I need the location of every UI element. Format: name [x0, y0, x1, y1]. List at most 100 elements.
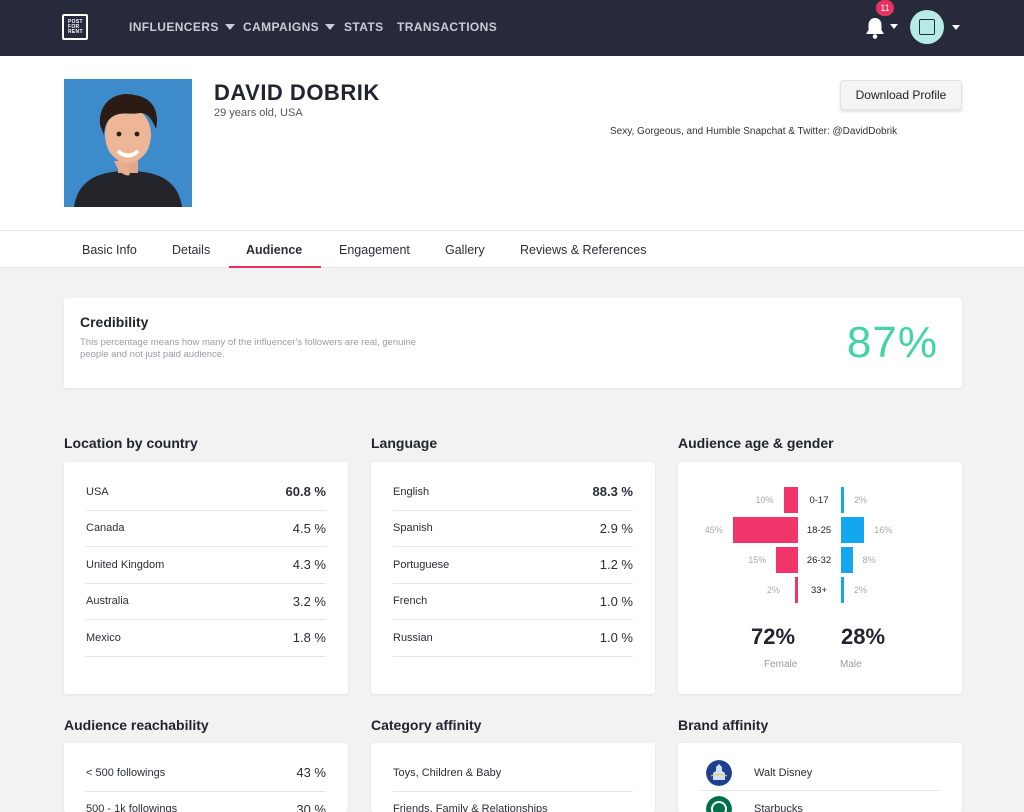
nav-campaigns[interactable]: CAMPAIGNS	[243, 20, 336, 34]
female-label: Female	[764, 659, 798, 670]
age-gender-section-title: Audience age & gender	[678, 435, 834, 451]
language-label: English	[393, 485, 430, 498]
female-bar	[783, 487, 798, 513]
brand-list: Walt Disney Starbucks	[700, 755, 940, 812]
chevron-down-icon	[890, 24, 898, 29]
category-card: Toys, Children & Baby Friends, Family & …	[371, 743, 655, 812]
category-label: Toys, Children & Baby	[393, 766, 502, 779]
top-navbar: POST FOR RENT INFLUENCERS CAMPAIGNS STAT…	[0, 0, 1024, 56]
location-section-title: Location by country	[64, 435, 198, 451]
language-label: French	[393, 595, 428, 608]
country-value: 3.2 %	[292, 593, 326, 609]
male-label: Male	[840, 659, 862, 670]
post-for-rent-logo-icon[interactable]: POST FOR RENT	[62, 14, 88, 40]
chevron-down-icon	[325, 24, 336, 30]
male-percent-label: 16%	[874, 525, 893, 535]
list-item: 500 - 1k followings 30 %	[86, 792, 326, 812]
logo-text-line: FOR	[68, 24, 80, 30]
list-item: USA 60.8 %	[86, 474, 326, 511]
language-card: English 88.3 % Spanish 2.9 % Portuguese 1.2…	[371, 462, 655, 694]
list-item: Toys, Children & Baby	[393, 755, 633, 792]
reachability-value: 43 %	[296, 765, 326, 781]
reachability-list: < 500 followings 43 % 500 - 1k followings…	[86, 755, 326, 812]
download-profile-button[interactable]: Download Profile	[840, 80, 962, 110]
language-section-title: Language	[371, 435, 438, 451]
category-label: Friends, Family & Relationships	[393, 803, 548, 812]
list-item: Starbucks	[700, 791, 940, 812]
reachability-label: < 500 followings	[86, 766, 166, 779]
female-total: 72%	[751, 624, 796, 649]
nav-influencers[interactable]: INFLUENCERS	[129, 20, 235, 34]
country-value: 4.3 %	[292, 557, 326, 573]
notifications-button[interactable]: 11	[862, 0, 898, 44]
influencer-age-location: 29 years old, USA	[214, 107, 303, 119]
logo-text-line: POST	[68, 19, 83, 25]
female-percent-label: 15%	[748, 555, 767, 565]
male-percent-label: 2%	[854, 495, 868, 505]
tab-engagement[interactable]: Engagement	[339, 243, 410, 257]
profile-photo	[64, 79, 192, 207]
brand-label: Walt Disney	[754, 766, 813, 779]
list-item: Portuguese 1.2 %	[393, 547, 633, 584]
language-value: 2.9 %	[599, 520, 633, 536]
language-label: Russian	[393, 631, 433, 644]
avatar-logo-icon	[919, 19, 935, 35]
country-label: Mexico	[86, 631, 121, 644]
country-label: USA	[86, 485, 109, 498]
brand-card: Walt Disney Starbucks	[678, 743, 962, 812]
tab-reviews-references[interactable]: Reviews & References	[520, 243, 647, 257]
language-label: Portuguese	[393, 558, 450, 571]
list-item: Russian 1.0 %	[393, 620, 633, 657]
credibility-card: Credibility This percentage means how ma…	[64, 298, 962, 388]
male-percent-label: 2%	[854, 585, 868, 595]
age-group-label: 0-17	[809, 495, 829, 506]
notification-count-badge: 11	[876, 0, 894, 16]
user-avatar[interactable]	[910, 10, 944, 44]
female-bar	[795, 577, 798, 603]
credibility-description: This percentage means how many of the in…	[80, 337, 417, 360]
brand-label: Starbucks	[754, 802, 803, 812]
country-label: United Kingdom	[86, 558, 165, 571]
category-list: Toys, Children & Baby Friends, Family & …	[393, 755, 633, 812]
nav-transactions[interactable]: TRANSACTIONS	[397, 20, 497, 34]
language-list: English 88.3 % Spanish 2.9 % Portuguese 1.2…	[393, 474, 633, 657]
nav-stats-label: STATS	[344, 20, 384, 34]
male-total: 28%	[841, 624, 886, 649]
list-item: Mexico 1.8 %	[86, 620, 326, 657]
tab-audience[interactable]: Audience	[246, 243, 303, 257]
country-value: 1.8 %	[292, 630, 326, 646]
language-label: Spanish	[393, 522, 433, 535]
brand-section-title: Brand affinity	[678, 717, 769, 733]
male-percent-label: 8%	[862, 555, 876, 565]
credibility-title: Credibility	[80, 314, 149, 330]
language-value: 1.0 %	[599, 630, 633, 646]
tab-gallery[interactable]: Gallery	[445, 243, 485, 257]
female-bar	[776, 547, 798, 573]
profile-tabs: Basic Info Details Audience Engagement G…	[0, 230, 1024, 268]
walt-disney-logo-icon	[706, 759, 732, 786]
chevron-down-icon[interactable]	[952, 25, 960, 30]
country-value: 60.8 %	[285, 484, 326, 500]
list-item: Canada 4.5 %	[86, 511, 326, 547]
nav-stats[interactable]: STATS	[344, 20, 384, 34]
nav-campaigns-label: CAMPAIGNS	[243, 20, 320, 34]
reachability-section-title: Audience reachability	[64, 717, 209, 733]
list-item: < 500 followings 43 %	[86, 755, 326, 792]
language-value: 1.2 %	[599, 557, 633, 573]
reachability-value: 30 %	[296, 801, 326, 812]
reachability-label: 500 - 1k followings	[86, 803, 178, 812]
female-percent-label: 2%	[767, 585, 781, 595]
list-item: Walt Disney	[700, 755, 940, 791]
list-item: English 88.3 %	[393, 474, 633, 511]
age-group-label: 18-25	[806, 525, 832, 536]
language-value: 1.0 %	[599, 593, 633, 609]
list-item: United Kingdom 4.3 %	[86, 547, 326, 584]
age-group-label: 26-32	[806, 555, 832, 566]
nav-influencers-label: INFLUENCERS	[129, 20, 219, 34]
female-percent-label: 45%	[704, 525, 723, 535]
tab-details[interactable]: Details	[172, 243, 211, 257]
tab-basic-info[interactable]: Basic Info	[82, 243, 137, 257]
age-group-label: 33+	[810, 585, 828, 596]
male-bar	[841, 487, 844, 513]
active-tab-indicator	[229, 266, 321, 268]
